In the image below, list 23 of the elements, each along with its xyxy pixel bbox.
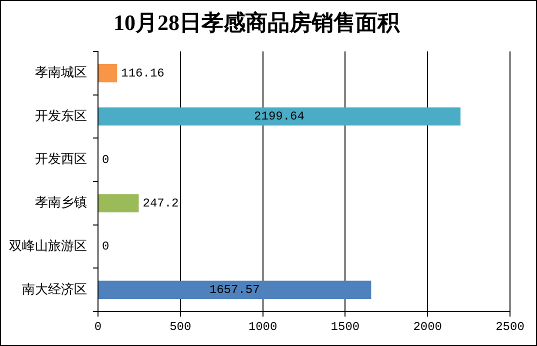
bar xyxy=(98,194,139,212)
data-label: 116.16 xyxy=(121,66,164,80)
x-tick-label: 1500 xyxy=(330,320,360,334)
data-label: 247.2 xyxy=(142,196,179,210)
chart-title: 10月28日孝感商品房销售面积 xyxy=(114,10,400,35)
y-tick-label: 孝南乡镇 xyxy=(35,196,87,211)
bar xyxy=(98,280,372,300)
y-tick-label: 孝南城区 xyxy=(35,65,87,80)
bar xyxy=(98,107,460,126)
data-label: 2199.64 xyxy=(254,110,304,124)
x-tick-label: 2000 xyxy=(413,320,442,334)
data-label: 0 xyxy=(102,152,110,167)
y-tick-label: 开发西区 xyxy=(35,152,87,168)
y-tick-label: 开发东区 xyxy=(35,108,87,124)
bar xyxy=(98,64,118,82)
y-tick-label: 南大经济区 xyxy=(22,282,87,298)
data-label: 1657.57 xyxy=(209,283,260,298)
x-tick-label: 2500 xyxy=(496,320,524,334)
data-label: 0 xyxy=(102,240,110,254)
x-tick-label: 1000 xyxy=(248,320,278,334)
x-tick-label: 0 xyxy=(94,320,102,334)
y-tick-label: 双峰山旅游区 xyxy=(9,238,87,254)
x-tick-label: 500 xyxy=(170,320,192,334)
